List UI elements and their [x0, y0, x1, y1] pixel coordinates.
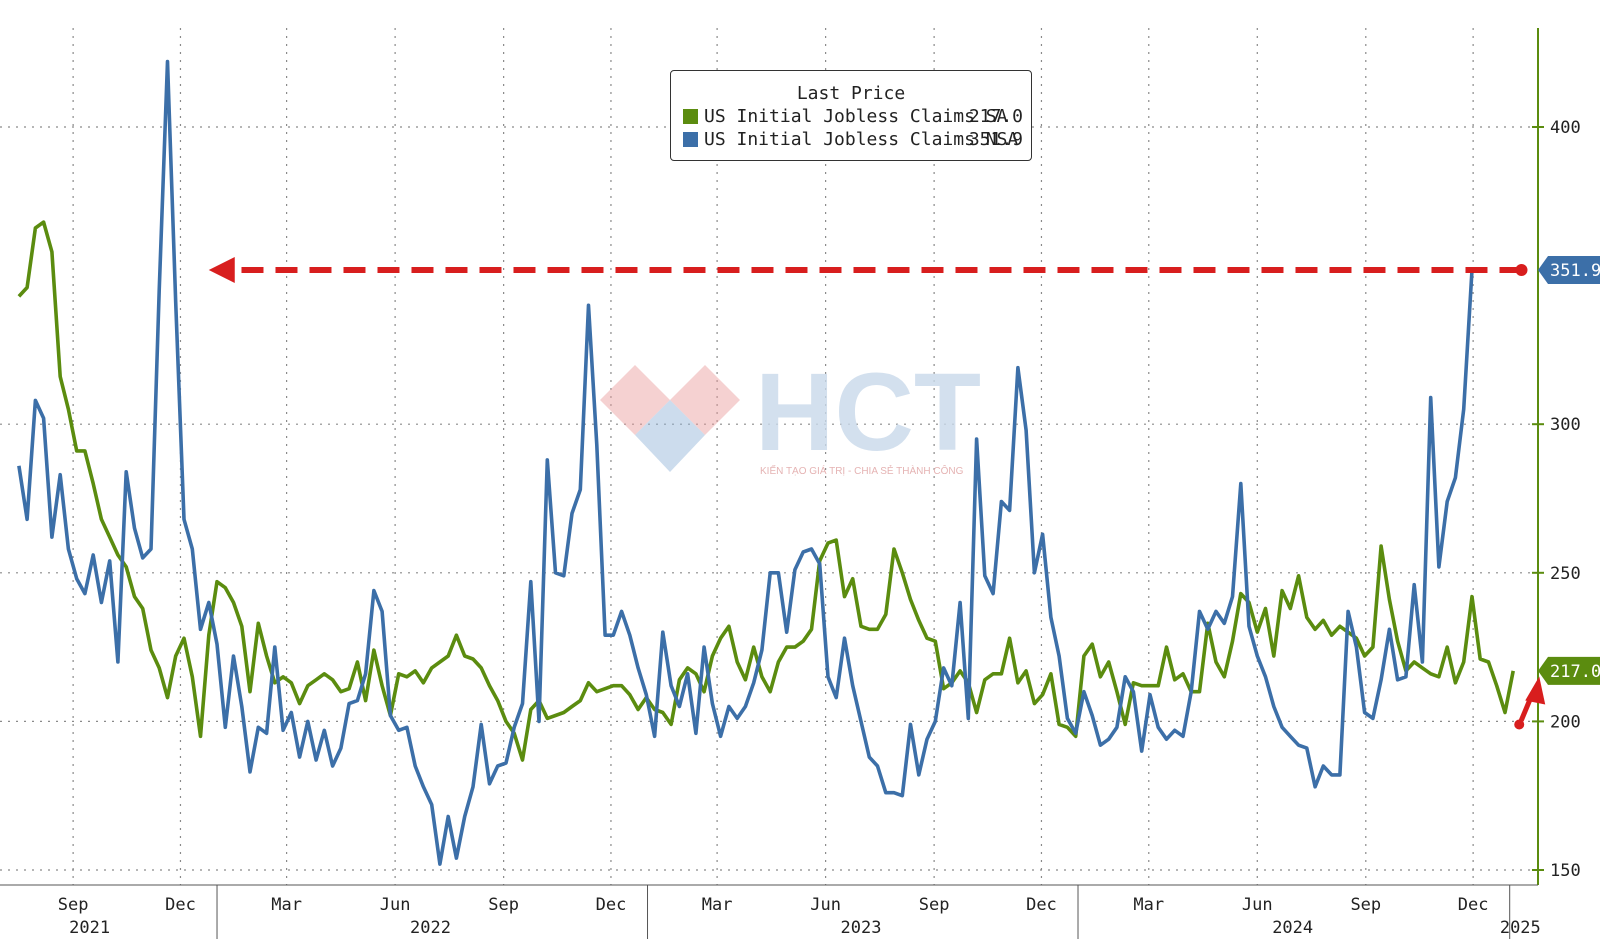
- last-value-label: 217.0: [1550, 662, 1600, 682]
- arrow-origin-dot: [1515, 263, 1528, 276]
- legend-swatch-sa: [683, 109, 698, 124]
- arrow-head: [208, 256, 235, 283]
- x-tick-label: Mar: [271, 895, 302, 915]
- last-value-tag: [1538, 656, 1600, 685]
- legend-item-nsa: US Initial Jobless Claims NSA 351.9: [683, 129, 1023, 151]
- legend-value-nsa: 351.9: [968, 129, 1023, 150]
- x-axis: Sep Dec Mar Jun Sep Dec Mar Jun Sep Dec Mar Jun Sep D…: [0, 884, 1541, 939]
- x-tick-label: Dec: [596, 895, 627, 915]
- year-label: 2022: [410, 918, 451, 938]
- x-tick-label: Sep: [488, 895, 519, 915]
- year-label: 2021: [69, 918, 110, 938]
- series-line-sa: [17, 220, 1515, 762]
- annotation: [208, 256, 1546, 730]
- x-tick-label: Dec: [1026, 895, 1057, 915]
- year-label: 2024: [1272, 918, 1313, 938]
- series-lines: [17, 59, 1515, 866]
- year-label: 2025: [1500, 918, 1541, 938]
- sa-arrow-head: [1525, 676, 1546, 705]
- legend-item-sa: US Initial Jobless Claims SA 217.0: [683, 106, 1023, 128]
- x-tick-label: Dec: [1458, 895, 1489, 915]
- legend-swatch-nsa: [683, 132, 698, 147]
- y-tick-label: 250: [1550, 564, 1581, 584]
- y-tick-label: 150: [1550, 861, 1581, 881]
- last-value-label: 351.9: [1550, 261, 1600, 281]
- x-tick-label: Sep: [919, 895, 950, 915]
- y-tick-label: 400: [1550, 118, 1581, 138]
- series-line-nsa: [17, 59, 1474, 866]
- legend-value-sa: 217.0: [968, 106, 1023, 127]
- x-tick-label: Sep: [58, 895, 89, 915]
- x-tick-label: Sep: [1350, 895, 1381, 915]
- x-tick-label: Mar: [1133, 895, 1164, 915]
- x-tick-label: Jun: [810, 895, 841, 915]
- y-tick-label: 300: [1550, 415, 1581, 435]
- x-tick-label: Dec: [165, 895, 196, 915]
- x-tick-label: Jun: [1242, 895, 1273, 915]
- legend-title: Last Price: [796, 83, 906, 104]
- legend-name-nsa: US Initial Jobless Claims NSA: [704, 129, 1019, 150]
- x-tick-label: Jun: [380, 895, 411, 915]
- legend-name-sa: US Initial Jobless Claims SA: [704, 106, 1008, 127]
- year-label: 2023: [841, 918, 882, 938]
- legend: Last Price US Initial Jobless Claims SA …: [670, 70, 1032, 161]
- x-tick-label: Mar: [702, 895, 733, 915]
- y-axis: 150 200 250 300 400 351.9 217.0: [1532, 28, 1600, 885]
- last-value-tag: [1538, 255, 1600, 284]
- sa-arrow-dot: [1514, 719, 1525, 730]
- y-tick-label: 200: [1550, 712, 1581, 732]
